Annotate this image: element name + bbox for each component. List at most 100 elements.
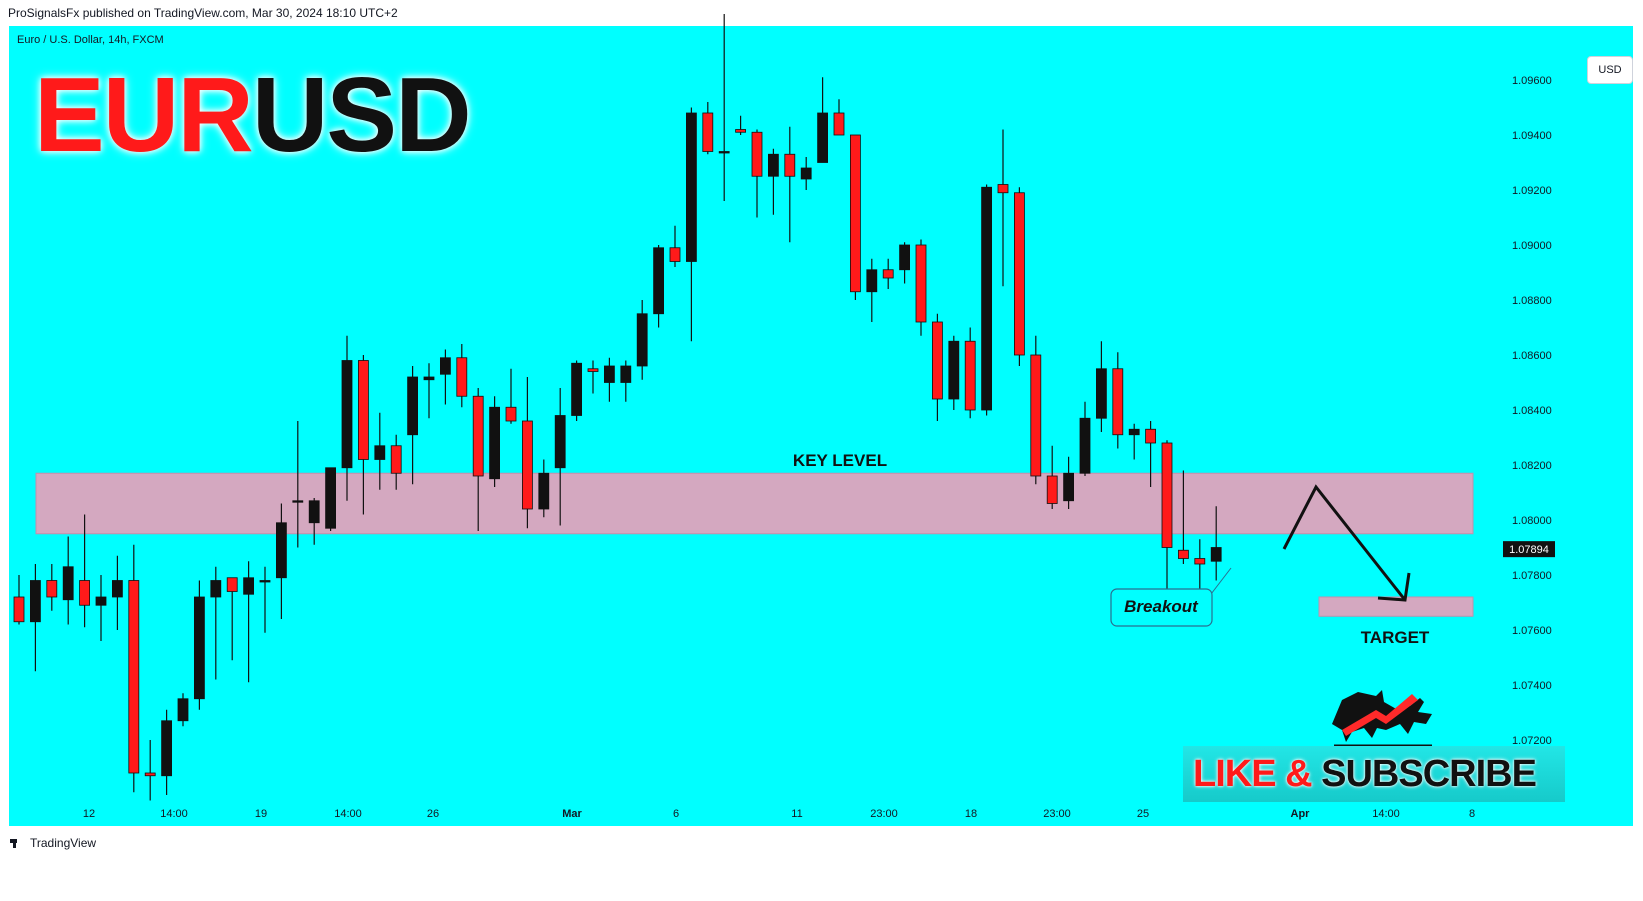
breakout-callout <box>1110 588 1213 627</box>
candle-body <box>850 134 861 293</box>
candle <box>784 126 796 243</box>
candle-body <box>1046 475 1058 504</box>
candle <box>718 14 730 201</box>
candle-body <box>505 406 517 422</box>
candle-body <box>718 151 730 154</box>
candle-body <box>1030 354 1042 477</box>
candle-body <box>193 596 205 700</box>
symbol-label: Euro / U.S. Dollar, 14h, FXCM <box>17 34 164 46</box>
candle <box>161 709 173 795</box>
candle-body <box>128 580 140 774</box>
candle <box>915 239 927 336</box>
candle-body <box>571 362 582 416</box>
candle-body <box>784 153 796 177</box>
candle <box>275 503 287 619</box>
y-tick-label: 1.07600 <box>1512 625 1552 637</box>
tradingview-footer[interactable]: TradingView <box>10 836 96 850</box>
title-base-currency: EUR <box>34 56 254 174</box>
candle <box>259 566 271 633</box>
candle <box>866 258 878 322</box>
candle-body <box>489 406 501 480</box>
x-tick-label: 19 <box>255 808 267 820</box>
candle <box>702 102 714 155</box>
candle-body <box>997 184 1009 194</box>
bull-bear-logo-icon <box>1332 690 1432 748</box>
overlay-layer: KEY LEVEL TARGET Breakout <box>793 451 1430 647</box>
candle <box>62 536 74 625</box>
y-tick-label: 1.07800 <box>1512 570 1552 582</box>
candle <box>932 313 943 421</box>
candle-body <box>587 368 599 372</box>
zones-layer <box>35 472 1474 617</box>
candle <box>128 544 140 793</box>
candle-body <box>144 772 156 777</box>
candle-body <box>46 580 58 598</box>
candle <box>554 388 566 526</box>
candle-body <box>341 360 353 469</box>
candle <box>964 327 976 419</box>
x-tick-label: 26 <box>427 808 439 820</box>
candle-body <box>636 313 648 367</box>
candle-body <box>833 112 845 136</box>
candle-body <box>981 186 992 411</box>
y-tick-label: 1.08400 <box>1512 405 1552 417</box>
key-level-zone <box>35 472 1474 535</box>
candle <box>587 360 599 394</box>
x-tick-label: 11 <box>791 808 802 820</box>
projection-arrowhead <box>1377 572 1411 602</box>
candle-body <box>1145 428 1156 444</box>
candle <box>29 564 41 672</box>
candle-body <box>702 112 714 152</box>
candle-body <box>62 566 74 601</box>
published-by-text: ProSignalsFx published on TradingView.co… <box>8 6 398 20</box>
candle-body <box>275 522 287 579</box>
candle <box>817 77 828 163</box>
candle <box>46 564 58 611</box>
candle <box>193 580 205 710</box>
candle <box>407 366 419 485</box>
candle <box>1079 401 1091 476</box>
candle <box>768 148 779 215</box>
candle <box>1145 421 1156 487</box>
candle-body <box>325 467 337 529</box>
candle <box>439 349 451 405</box>
like-subscribe-banner[interactable]: LIKE & SUBSCRIBE <box>1183 746 1565 802</box>
candle-body <box>259 580 271 583</box>
last-price-tag <box>1503 541 1555 558</box>
candle-body <box>1161 442 1173 548</box>
candle-body <box>374 445 386 460</box>
y-tick-label: 1.07400 <box>1512 680 1552 692</box>
candle-body <box>948 340 960 400</box>
candle <box>1063 456 1074 509</box>
candle <box>79 514 90 628</box>
y-tick-label: 1.08800 <box>1512 295 1552 307</box>
candle-body <box>423 376 435 381</box>
like-subscribe-text: LIKE & SUBSCRIBE <box>1193 750 1537 798</box>
candle <box>325 467 337 531</box>
candle <box>423 363 435 419</box>
currency-badge[interactable]: USD <box>1587 56 1633 84</box>
candle <box>112 555 123 630</box>
candle <box>489 396 501 487</box>
candle <box>374 412 386 490</box>
candle-body <box>882 269 894 279</box>
candle-body <box>243 577 255 595</box>
candle <box>1096 341 1107 432</box>
candle-body <box>407 376 419 436</box>
candle <box>13 575 25 625</box>
candle-body <box>866 269 878 293</box>
candle <box>735 115 746 135</box>
candle <box>472 388 484 531</box>
x-tick-label: 18 <box>965 808 977 820</box>
x-tick-label: Mar <box>562 808 582 820</box>
candle-body <box>1079 417 1091 474</box>
candle-body <box>1112 368 1124 436</box>
candles-layer <box>13 14 1222 801</box>
candle-body <box>817 112 828 163</box>
last-price-label: 1.07894 <box>1509 544 1549 556</box>
x-tick-label: 12 <box>83 808 95 820</box>
candle <box>226 577 238 661</box>
candle-body <box>390 445 402 474</box>
candle <box>669 225 681 267</box>
